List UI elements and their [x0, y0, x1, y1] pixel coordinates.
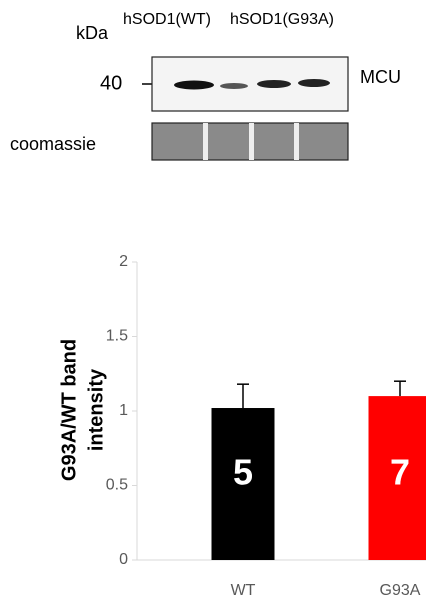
y-tick-label: 0: [119, 551, 128, 568]
x-tick-label: WT: [231, 582, 256, 599]
lane-label: hSOD1(WT): [123, 11, 211, 28]
y-tick-label: 2: [119, 253, 128, 270]
count-label: 5: [233, 452, 253, 493]
coomassie-image: [152, 123, 348, 160]
chart: kDa hSOD1(WT) hSOD1(G93A) 40 MCU coomass…: [0, 0, 426, 603]
y-axis-label: intensity: [85, 368, 107, 451]
y-tick-label: 1.5: [106, 328, 128, 345]
marker-label: 40: [100, 72, 122, 94]
blot-image: [152, 57, 348, 111]
lane-label: hSOD1(G93A): [230, 11, 334, 28]
y-axis-label: G93A/WT band: [58, 339, 80, 481]
x-tick-label: G93A: [380, 582, 421, 599]
figure: kDa hSOD1(WT) hSOD1(G93A) 40 MCU coomass…: [0, 0, 426, 603]
band-label: MCU: [360, 67, 401, 87]
kda-label: kDa: [76, 23, 109, 43]
count-label: 7: [390, 452, 410, 493]
y-tick-label: 1: [119, 402, 128, 419]
y-tick-label: 0.5: [106, 477, 128, 494]
loading-label: coomassie: [10, 134, 96, 154]
